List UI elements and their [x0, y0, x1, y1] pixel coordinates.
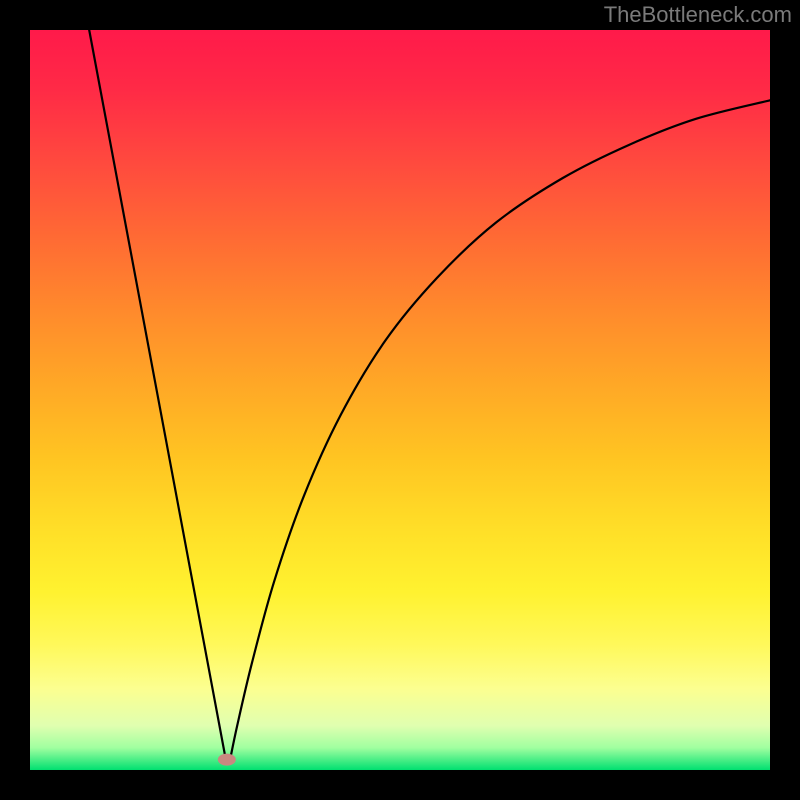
trough-marker	[218, 754, 236, 766]
watermark-text: TheBottleneck.com	[604, 2, 792, 28]
chart-container: TheBottleneck.com	[0, 0, 800, 800]
plot-background	[30, 30, 770, 770]
bottleneck-chart	[0, 0, 800, 800]
